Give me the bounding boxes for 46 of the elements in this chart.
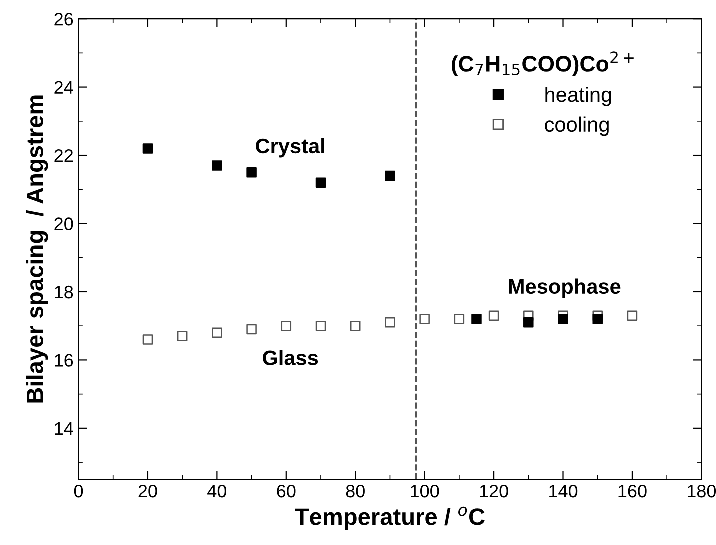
point <box>350 320 361 332</box>
x-tick-label: 120 <box>480 484 508 498</box>
x-axis-title: Temperature / $^{o}$C <box>295 506 485 530</box>
y-tick-label: 24 <box>54 81 74 94</box>
legend-label: cooling <box>545 116 609 136</box>
y-tick-label: 14 <box>55 422 74 435</box>
point <box>472 314 482 324</box>
point <box>385 170 396 182</box>
x-tick-label: 80 <box>346 484 365 498</box>
point <box>142 334 154 345</box>
legend-label: heating <box>546 86 612 106</box>
point <box>177 331 188 342</box>
annotation: Mesophase <box>509 278 621 298</box>
annotation: Glass <box>263 350 318 366</box>
point <box>558 314 568 324</box>
y-tick-label: 16 <box>55 354 74 367</box>
y-tick-label: 18 <box>55 286 74 299</box>
point <box>454 314 465 324</box>
legend-title: (C$_{7}$H$_{15}$COO)Co$^{2+}$ <box>452 52 634 76</box>
y-tick-label: 20 <box>54 218 74 230</box>
x-tick-label: 40 <box>208 484 227 498</box>
point <box>246 324 257 335</box>
y-tick-label: 22 <box>54 149 73 162</box>
point <box>488 310 500 321</box>
point <box>212 160 222 171</box>
point <box>212 328 222 338</box>
point <box>592 314 603 324</box>
point <box>627 310 638 321</box>
point <box>281 320 292 332</box>
x-tick-label: 100 <box>411 484 440 498</box>
point <box>524 318 534 328</box>
point <box>385 318 396 328</box>
x-tick-label: 60 <box>277 484 296 498</box>
point <box>246 167 257 178</box>
x-tick-label: 180 <box>688 484 716 498</box>
point <box>316 178 326 188</box>
y-axis-title: Bilayer spacing / Angstrem <box>26 96 48 403</box>
point <box>316 320 326 332</box>
x-tick-label: 0 <box>74 484 84 498</box>
point <box>142 144 154 154</box>
x-tick-label: 160 <box>618 484 647 498</box>
annotation: Crystal <box>256 138 324 158</box>
x-tick-label: 20 <box>138 484 158 498</box>
y-tick-label: 26 <box>54 13 74 26</box>
x-tick-label: 140 <box>550 484 578 498</box>
point <box>420 314 430 324</box>
